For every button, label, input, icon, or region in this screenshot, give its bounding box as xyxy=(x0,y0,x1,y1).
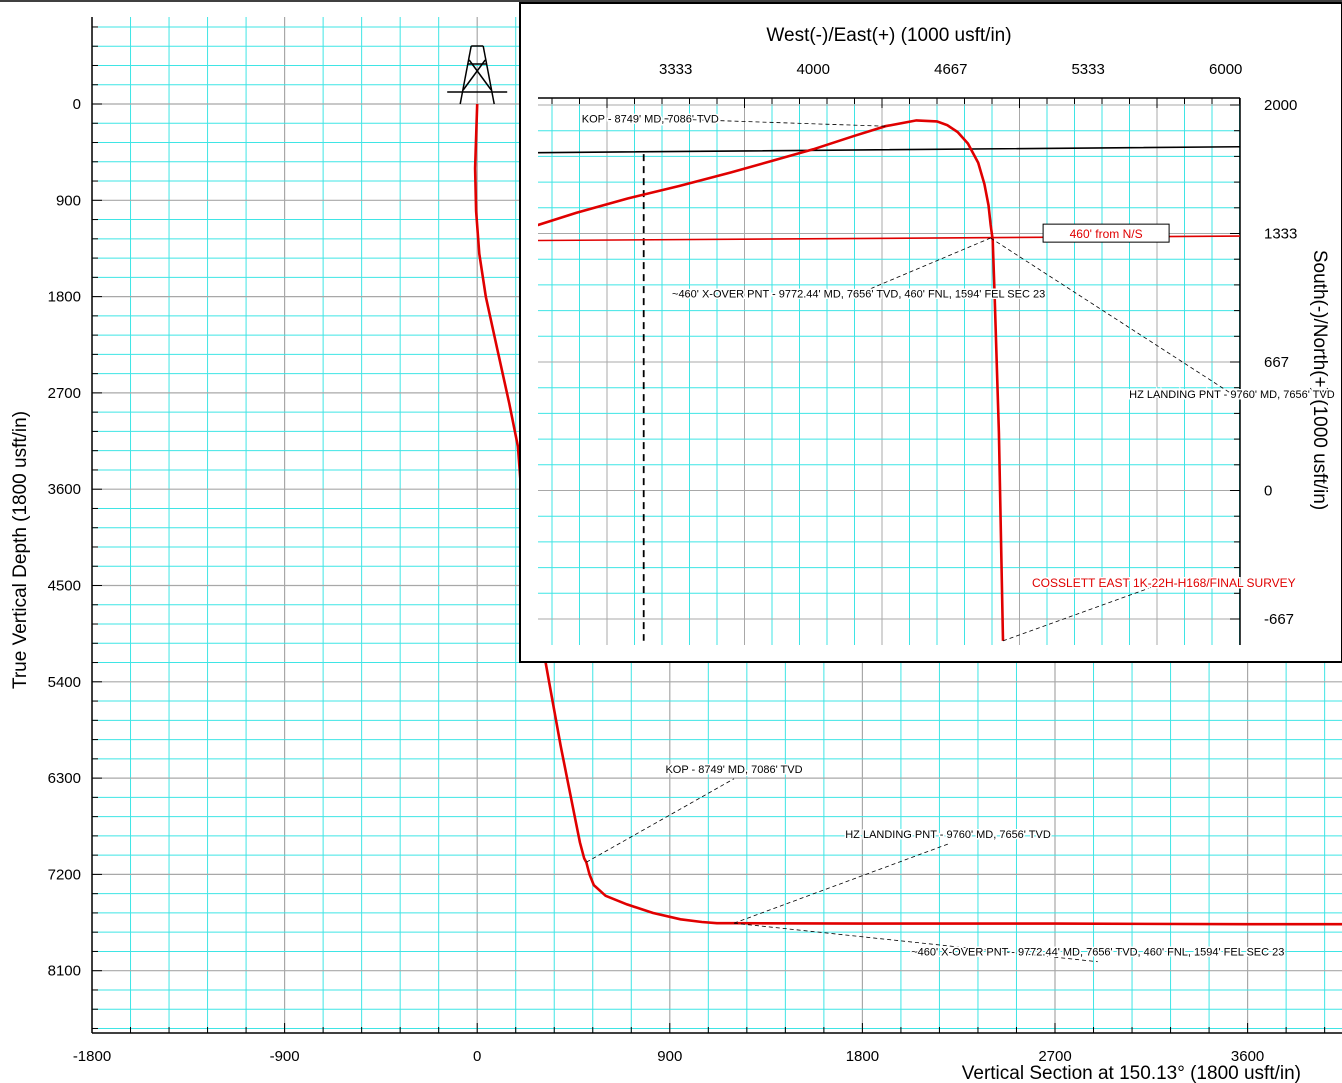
plan-view-inset: 3333 4000 4667 5333 6000 2000 1333 667 0 -667 West… xyxy=(519,2,1342,663)
x-tick-label: -900 xyxy=(270,1048,300,1065)
inset-y-tick-label: 0 xyxy=(1264,482,1272,499)
y-tick-label: 3600 xyxy=(48,481,81,498)
inset-x-tick-label: 6000 xyxy=(1209,61,1242,78)
inset-grid xyxy=(538,98,1240,645)
inset-y-tick-label: -667 xyxy=(1264,611,1294,628)
well-path-vertical-section xyxy=(473,103,1342,926)
annotation-leader-line xyxy=(733,922,1098,963)
inset-y-tick-label: 667 xyxy=(1264,354,1289,371)
y-tick-label: 4500 xyxy=(48,578,81,595)
x-tick-label: 2700 xyxy=(1038,1048,1071,1065)
inset-boxed-label-frame xyxy=(1042,223,1170,243)
inset-boxed-label: 460' from N/S xyxy=(1070,227,1143,241)
drilling-rig-icon xyxy=(447,45,508,105)
inset-annotation-label: ~460' X-OVER PNT - 9772.44' MD, 7656' TV… xyxy=(672,289,1045,301)
inset-frame xyxy=(519,2,1342,663)
inset-annotation-label: COSSLETT EAST 1K-22H-H168/FINAL SURVEY xyxy=(1032,576,1296,590)
inset-y-axis-title: South(-)/North(+) (1000 usft/in) xyxy=(1309,250,1330,510)
inset-annotation-label: HZ LANDING PNT - 9760' MD, 7656' TVD xyxy=(1129,389,1335,401)
inset-annotation-leader-line xyxy=(650,117,886,127)
x-tick-label: 0 xyxy=(473,1048,481,1065)
inset-annotation-leader-line xyxy=(858,237,991,295)
x-tick-label: 900 xyxy=(657,1048,682,1065)
x-axis-title: Vertical Section at 150.13° (1800 usft/i… xyxy=(962,1063,1301,1083)
inset-annotation-leader-line xyxy=(1002,582,1164,642)
x-tick-label: -1800 xyxy=(73,1048,111,1065)
annotation-label: HZ LANDING PNT - 9760' MD, 7656' TVD xyxy=(845,829,1051,841)
annotation-label: KOP - 8749' MD, 7086' TVD xyxy=(665,764,802,776)
inset-annotation-leader-line xyxy=(990,237,1233,395)
inset-annotation-label: KOP - 8749' MD, 7086' TVD xyxy=(582,113,719,125)
y-tick-label: 8100 xyxy=(48,963,81,980)
y-tick-label: 2700 xyxy=(48,385,81,402)
annotation-label: ~460' X-OVER PNT - 9772.44' MD, 7656' TV… xyxy=(911,947,1284,959)
inset-lease-line xyxy=(538,235,1240,242)
y-tick-label: 900 xyxy=(56,192,81,209)
inset-x-tick-label: 4000 xyxy=(797,61,830,78)
y-tick-label: 1800 xyxy=(48,289,81,306)
inset-plot-content xyxy=(538,119,1240,641)
annotation-leader-line xyxy=(733,843,949,924)
inset-lease-line xyxy=(538,145,1240,154)
inset-x-tick-label: 3333 xyxy=(659,61,692,78)
inset-y-tick-label: 2000 xyxy=(1264,97,1297,114)
annotation-leader-line xyxy=(586,778,735,863)
inset-x-tick-label: 4667 xyxy=(934,61,967,78)
inset-x-tick-label: 5333 xyxy=(1071,61,1104,78)
y-tick-label: 0 xyxy=(73,96,81,113)
well-path-plan-view xyxy=(538,119,1005,641)
y-tick-label: 5400 xyxy=(48,674,81,691)
y-axis-title: True Vertical Depth (1800 usft/in) xyxy=(10,411,31,689)
inset-x-axis-title: West(-)/East(+) (1000 usft/in) xyxy=(766,25,1011,46)
x-tick-label: 3600 xyxy=(1231,1048,1264,1065)
x-tick-label: 1800 xyxy=(846,1048,879,1065)
y-tick-label: 6300 xyxy=(48,770,81,787)
y-tick-label: 7200 xyxy=(48,866,81,883)
inset-y-tick-label: 1333 xyxy=(1264,226,1297,243)
